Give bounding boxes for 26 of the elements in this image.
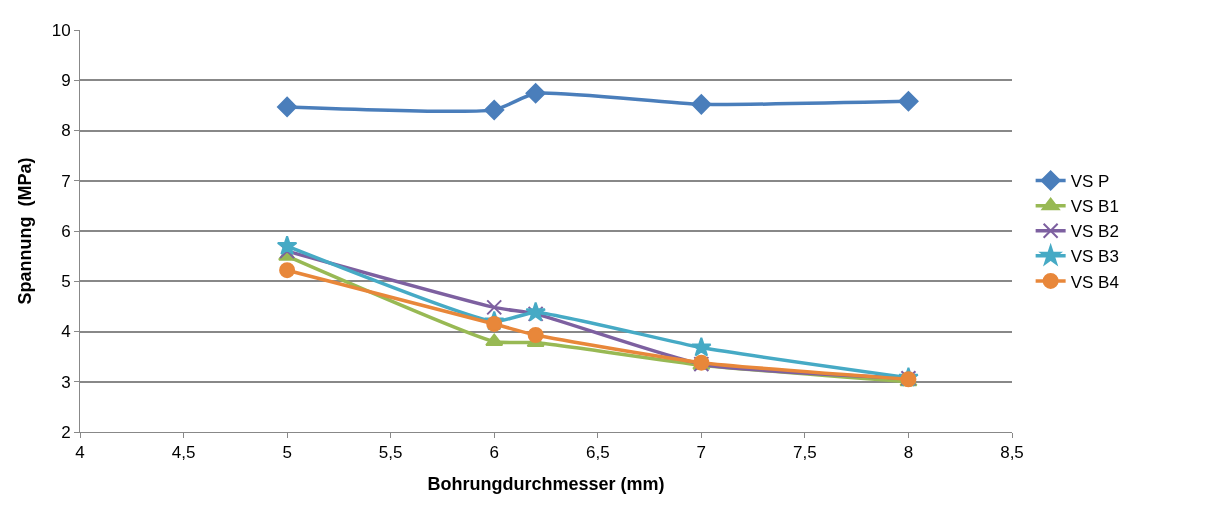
x-tick-label: 4 xyxy=(75,443,85,463)
x-tick-label: 7,5 xyxy=(793,443,817,463)
y-tick-label: 10 xyxy=(51,20,71,40)
x-tick-label: 8,5 xyxy=(1000,443,1024,463)
y-tick-label: 6 xyxy=(61,221,71,241)
y-tick-label: 2 xyxy=(61,422,71,442)
y-tick-label: 5 xyxy=(61,272,71,292)
y-tick-label: 4 xyxy=(61,322,71,342)
x-tick-label: 7 xyxy=(696,443,707,463)
y-tick-label: 3 xyxy=(61,372,71,392)
x-tick-label: 4,5 xyxy=(171,443,196,463)
legend-label: VS B1 xyxy=(1070,197,1119,217)
legend-label: VS B2 xyxy=(1070,222,1119,242)
legend-label: VS B4 xyxy=(1070,272,1119,292)
y-axis-title: Spannung (MPa) xyxy=(14,157,35,305)
x-tick-label: 6,5 xyxy=(585,443,610,463)
legend-label: VS B3 xyxy=(1070,247,1119,267)
x-tick-label: 8 xyxy=(903,443,914,463)
y-tick-label: 9 xyxy=(61,71,71,91)
x-axis-title: Bohrungdurchmesser (mm) xyxy=(427,473,665,494)
y-tick-label: 7 xyxy=(61,171,71,191)
x-tick-label: 5,5 xyxy=(378,443,403,463)
x-tick-label: 5 xyxy=(282,443,292,463)
y-tick-label: 8 xyxy=(61,121,71,141)
legend-label: VS P xyxy=(1070,172,1110,192)
x-tick-label: 6 xyxy=(489,443,499,463)
